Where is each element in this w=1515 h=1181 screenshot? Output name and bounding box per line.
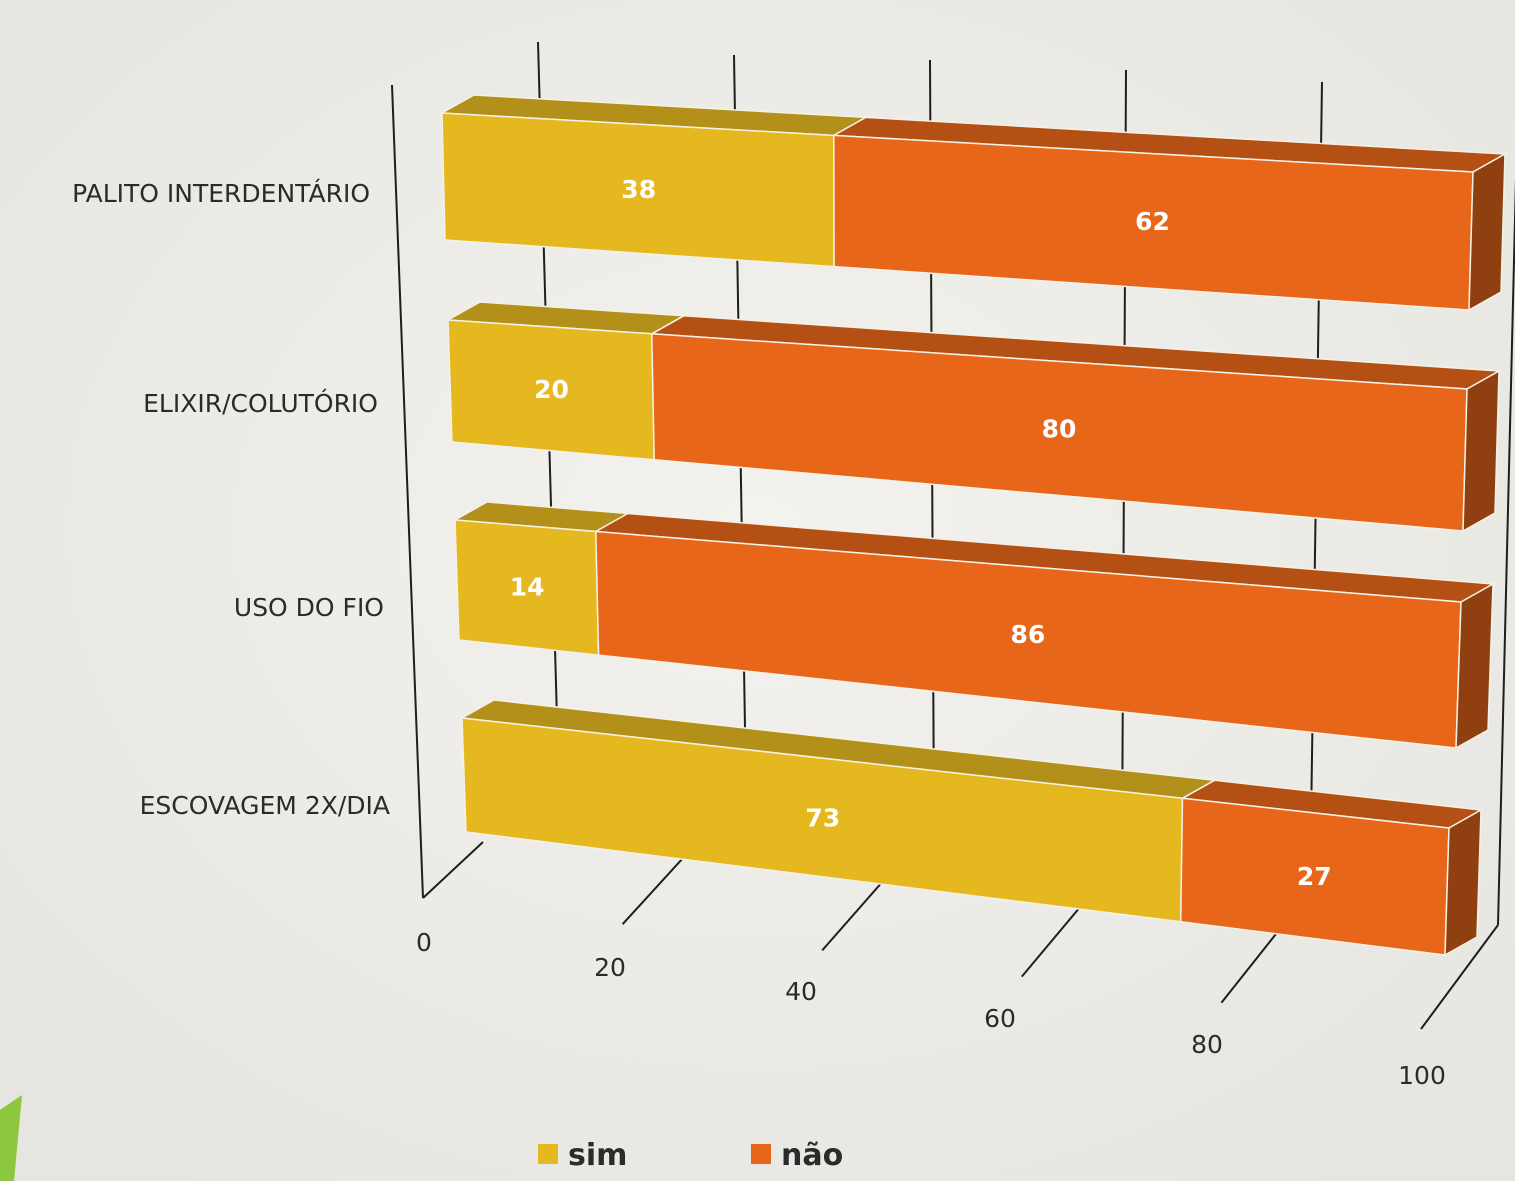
legend-swatch — [751, 1144, 771, 1164]
category-label: ESCOVAGEM 2X/DIA — [140, 791, 390, 820]
x-tick-label: 60 — [984, 1004, 1016, 1033]
data-label: 62 — [1135, 207, 1170, 236]
data-label: 73 — [805, 804, 840, 833]
x-tick-label: 40 — [785, 977, 817, 1006]
bar-group — [445, 301, 1502, 533]
legend-swatch — [538, 1144, 558, 1164]
data-label: 20 — [534, 375, 569, 404]
legend-label: não — [781, 1138, 843, 1173]
bar-group — [439, 94, 1508, 312]
x-tick-label: 0 — [416, 928, 432, 957]
x-tick-label: 80 — [1191, 1030, 1223, 1059]
category-label: USO DO FIO — [234, 593, 384, 622]
data-label: 86 — [1011, 620, 1046, 649]
legend-label: sim — [568, 1138, 627, 1173]
category-label: PALITO INTERDENTÁRIO — [72, 179, 370, 208]
data-label: 38 — [621, 175, 656, 204]
bar-side-face — [1444, 808, 1482, 957]
floor-gridline-100 — [1420, 924, 1499, 1030]
legend-item-sim: sim — [538, 1138, 627, 1173]
bar-side-face — [1468, 152, 1506, 312]
bar-group — [459, 699, 1484, 957]
corner-accent — [0, 1095, 22, 1181]
bar-side-face — [1455, 582, 1494, 750]
data-label: 80 — [1042, 414, 1077, 443]
data-label: 14 — [510, 573, 545, 602]
data-label: 27 — [1297, 862, 1332, 891]
bar-group — [452, 501, 1496, 750]
category-label: ELIXIR/COLUTÓRIO — [143, 388, 378, 418]
category-axis-line — [391, 84, 424, 899]
x-tick-label: 100 — [1398, 1061, 1446, 1090]
legend-item-não: não — [751, 1138, 843, 1173]
x-tick-label: 20 — [594, 953, 626, 982]
bar-side-face — [1462, 369, 1500, 533]
floor-gridline-0 — [422, 841, 484, 899]
